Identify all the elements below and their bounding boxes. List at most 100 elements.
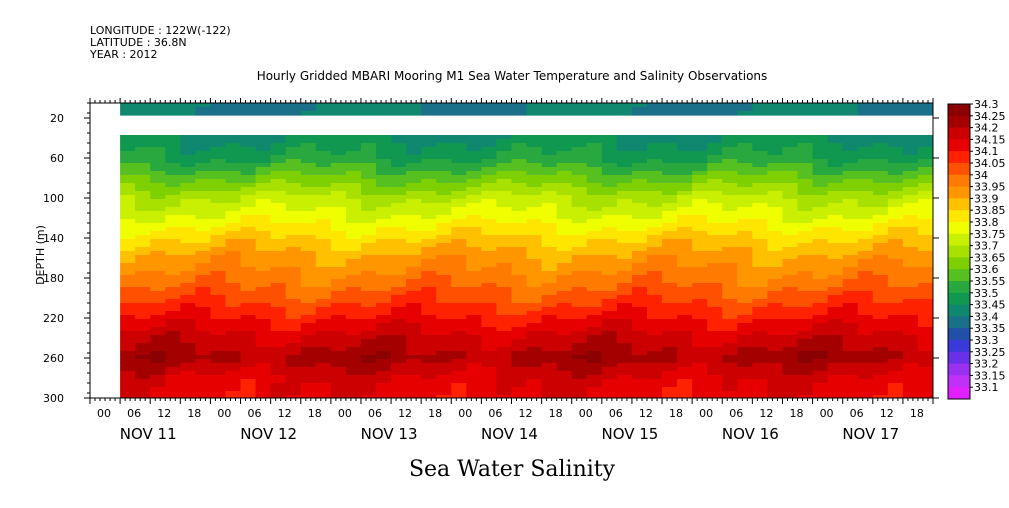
salinity-cell <box>782 383 799 388</box>
salinity-cell <box>917 387 933 392</box>
salinity-cell <box>767 155 784 160</box>
salinity-cell <box>646 143 663 148</box>
salinity-cell <box>887 139 904 144</box>
salinity-cell <box>150 243 166 248</box>
salinity-cell <box>707 143 723 148</box>
salinity-cell <box>195 335 212 340</box>
salinity-cell <box>421 331 437 336</box>
salinity-cell <box>120 203 136 208</box>
salinity-cell <box>376 159 392 164</box>
salinity-cell <box>150 163 166 168</box>
salinity-cell <box>330 367 347 372</box>
salinity-cell <box>812 303 829 308</box>
salinity-cell <box>662 283 678 288</box>
salinity-cell <box>722 339 738 344</box>
salinity-cell <box>511 371 528 376</box>
salinity-cell <box>135 247 151 252</box>
salinity-cell <box>180 383 196 388</box>
salinity-cell <box>225 311 242 316</box>
salinity-cell <box>902 375 919 380</box>
salinity-cell <box>872 267 889 272</box>
salinity-cell <box>315 327 332 332</box>
salinity-cell <box>300 219 317 224</box>
salinity-cell <box>481 139 498 144</box>
salinity-cell <box>270 395 287 398</box>
salinity-cell <box>270 111 287 116</box>
salinity-cell <box>616 343 633 348</box>
salinity-cell <box>812 143 829 148</box>
salinity-cell <box>436 203 452 208</box>
salinity-cell <box>210 387 227 392</box>
colorbar-swatch <box>948 363 970 376</box>
salinity-cell <box>285 291 302 296</box>
salinity-cell <box>135 103 151 108</box>
salinity-cell <box>210 195 227 200</box>
salinity-cell <box>631 271 648 276</box>
salinity-cell <box>797 291 814 296</box>
salinity-cell <box>270 267 287 272</box>
salinity-cell <box>662 227 678 232</box>
salinity-cell <box>180 111 196 116</box>
salinity-cell <box>782 319 799 324</box>
salinity-cell <box>120 211 136 216</box>
salinity-cell <box>315 191 332 196</box>
salinity-cell <box>812 247 829 252</box>
salinity-cell <box>526 211 543 216</box>
salinity-cell <box>270 259 287 264</box>
salinity-cell <box>300 103 317 108</box>
salinity-cell <box>285 203 302 208</box>
salinity-cell <box>812 271 829 276</box>
salinity-cell <box>300 135 317 140</box>
salinity-cell <box>707 343 723 348</box>
salinity-cell <box>752 395 769 398</box>
salinity-cell <box>692 355 708 360</box>
salinity-cell <box>165 355 181 360</box>
salinity-cell <box>797 251 814 256</box>
salinity-cell <box>797 339 814 344</box>
salinity-cell <box>662 259 678 264</box>
salinity-cell <box>376 211 392 216</box>
salinity-cell <box>135 167 151 172</box>
salinity-cell <box>210 303 227 308</box>
salinity-cell <box>406 259 422 264</box>
salinity-cell <box>210 327 227 332</box>
salinity-cell <box>451 259 467 264</box>
salinity-cell <box>812 183 829 188</box>
salinity-cell <box>315 143 332 148</box>
salinity-cell <box>120 143 136 148</box>
salinity-cell <box>406 243 422 248</box>
salinity-cell <box>662 287 678 292</box>
salinity-cell <box>782 215 799 220</box>
salinity-cell <box>315 183 332 188</box>
salinity-cell <box>526 187 543 192</box>
salinity-cell <box>812 299 829 304</box>
salinity-cell <box>210 171 227 176</box>
salinity-cell <box>902 347 919 352</box>
salinity-cell <box>782 251 799 256</box>
salinity-cell <box>857 279 874 284</box>
salinity-cell <box>722 351 738 356</box>
salinity-cell <box>601 103 618 108</box>
salinity-cell <box>571 183 588 188</box>
salinity-cell <box>586 375 603 380</box>
salinity-cell <box>421 227 437 232</box>
salinity-cell <box>917 391 933 396</box>
salinity-cell <box>391 283 407 288</box>
salinity-cell <box>240 319 257 324</box>
salinity-cell <box>767 247 784 252</box>
salinity-cell <box>586 151 603 156</box>
salinity-cell <box>737 363 753 368</box>
salinity-cell <box>150 327 166 332</box>
salinity-cell <box>707 107 723 112</box>
salinity-cell <box>887 199 904 204</box>
salinity-cell <box>827 311 844 316</box>
salinity-cell <box>225 271 242 276</box>
salinity-cell <box>225 199 242 204</box>
salinity-cell <box>541 375 558 380</box>
salinity-cell <box>345 247 362 252</box>
salinity-cell <box>887 367 904 372</box>
salinity-cell <box>270 375 287 380</box>
salinity-cell <box>466 239 482 244</box>
colorbar-label: 34.2 <box>974 122 999 135</box>
salinity-cell <box>466 267 482 272</box>
